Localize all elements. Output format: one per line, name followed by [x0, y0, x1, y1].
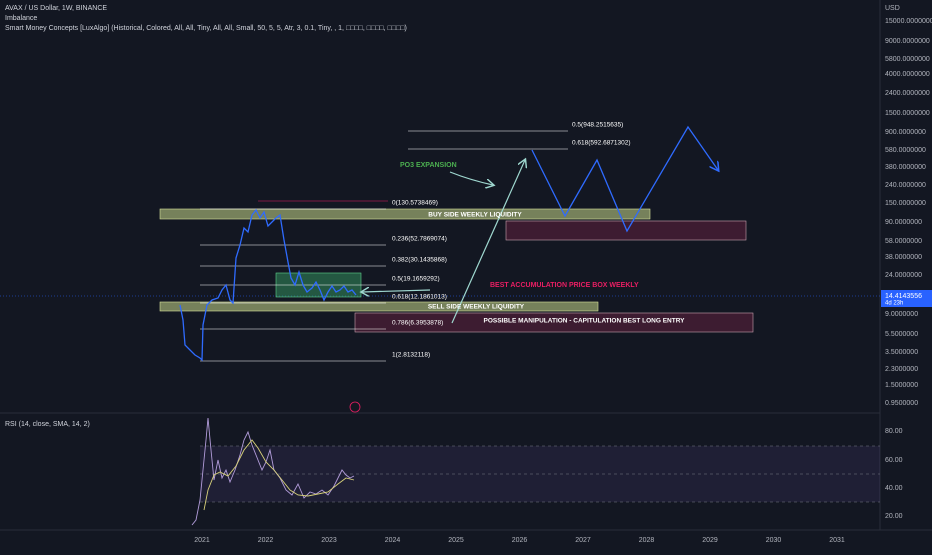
time-label: 2026 — [512, 537, 528, 544]
fib-label: 0.618(592.6871302) — [572, 140, 631, 147]
fib-label: 0.618(12.1861013) — [392, 294, 447, 301]
annotation: SELL SIDE WEEKLY LIQUIDITY — [428, 304, 525, 311]
price-label: 58.0000000 — [885, 238, 922, 245]
time-label: 2025 — [448, 537, 464, 544]
price-curve — [179, 208, 357, 362]
annotation: PO3 EXPANSION — [400, 162, 457, 169]
price-label: 3.5000000 — [885, 349, 918, 356]
annotation: BUY SIDE WEEKLY LIQUIDITY — [428, 212, 522, 219]
time-label: 2031 — [829, 537, 845, 544]
time-label: 2022 — [258, 537, 274, 544]
rsi-label: 40.00 — [885, 485, 903, 492]
annotation: BEST ACCUMULATION PRICE BOX WEEKLY — [490, 282, 639, 289]
fib-label: 0.5(19.1659292) — [392, 276, 440, 283]
indicator-label: Imbalance — [5, 15, 37, 22]
time-label: 2028 — [639, 537, 655, 544]
time-label: 2027 — [575, 537, 591, 544]
fib-lines — [200, 130, 568, 362]
fib-label: 0.5(948.2515635) — [572, 122, 623, 129]
fib-label: 0.236(52.7869074) — [392, 236, 447, 243]
arrow — [451, 160, 525, 324]
price-tag — [881, 290, 932, 307]
rsi-label: 80.00 — [885, 428, 903, 435]
price-label: 2.3000000 — [885, 366, 918, 373]
price-label: 2400.0000000 — [885, 90, 930, 97]
chart-title: AVAX / US Dollar, 1W, BINANCE — [5, 5, 107, 12]
price-label: 24.0000000 — [885, 272, 922, 279]
price-label: 38.0000000 — [885, 254, 922, 261]
arrow — [449, 171, 493, 185]
fib-label: 0.382(30.1435868) — [392, 257, 447, 264]
arrow — [362, 290, 431, 292]
annotation: POSSIBLE MANIPULATION - CAPITULATION BES… — [483, 318, 685, 325]
projection-path — [531, 125, 718, 233]
price-label: 15000.0000000 — [885, 18, 932, 25]
price-label: 4000.0000000 — [885, 71, 930, 78]
generated-labels: 15000.0000000 9000.0000000 5800.0000000 400… — [194, 18, 932, 544]
price-label: 0.9500000 — [885, 400, 918, 407]
rsi-label: 20.00 — [885, 513, 903, 520]
fib-label: 0(130.5738469) — [392, 200, 438, 207]
time-label: 2024 — [385, 537, 401, 544]
price-label: 380.0000000 — [885, 164, 926, 171]
price-label: 5800.0000000 — [885, 56, 930, 63]
price-label: 580.0000000 — [885, 147, 926, 154]
time-label: 2021 — [194, 537, 210, 544]
price-label: 90.0000000 — [885, 219, 922, 226]
sell-side-zone — [159, 301, 599, 312]
price-label: 9000.0000000 — [885, 38, 930, 45]
rsi-line — [191, 417, 355, 526]
current-price: 14.4143556 — [885, 293, 922, 300]
price-label: 150.0000000 — [885, 200, 926, 207]
price-label: 1.5000000 — [885, 382, 918, 389]
axis-unit: USD — [885, 5, 900, 12]
price-label: 9.0000000 — [885, 311, 918, 318]
rsi-title: RSI (14, close, SMA, 14, 2) — [5, 421, 90, 428]
fib-label: 1(2.8132118) — [392, 352, 430, 359]
rsi-label: 60.00 — [885, 457, 903, 464]
price-label: 1500.0000000 — [885, 110, 930, 117]
time-label: 2029 — [702, 537, 718, 544]
rsi-sma — [203, 439, 355, 511]
indicator-label: Smart Money Concepts [LuxAlgo] (Historic… — [5, 25, 407, 32]
buy-side-zone — [159, 208, 651, 220]
fib-label: 0.786(6.3953878) — [392, 320, 443, 327]
event-icon[interactable] — [349, 401, 361, 413]
countdown: 4d 23h — [885, 301, 903, 307]
price-label: 5.5000000 — [885, 331, 918, 338]
rsi-levels — [200, 445, 880, 503]
price-label: 900.0000000 — [885, 129, 926, 136]
time-label: 2023 — [321, 537, 337, 544]
price-label: 240.0000000 — [885, 182, 926, 189]
time-label: 2030 — [766, 537, 782, 544]
supply-zone — [505, 220, 747, 241]
